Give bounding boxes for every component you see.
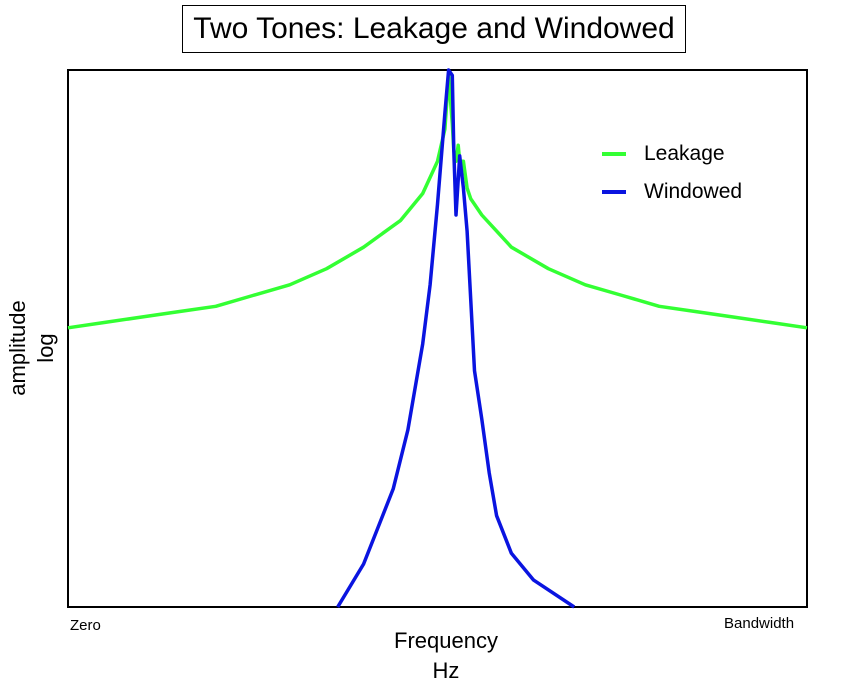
x-axis-label-line-1: Frequency <box>394 628 498 653</box>
legend-label-leakage: Leakage <box>644 142 725 165</box>
x-tick-label-bandwidth: Bandwidth <box>724 615 795 632</box>
series-line-windowed <box>336 68 576 609</box>
legend-swatch-leakage <box>602 152 626 156</box>
chart-title-text: Two Tones: Leakage and Windowed <box>193 12 675 45</box>
legend: Leakage Windowed <box>602 135 782 211</box>
chart-title: Two Tones: Leakage and Windowed <box>182 5 686 53</box>
x-tick-label-zero: Zero <box>70 617 101 634</box>
x-axis-label-line-2: Hz <box>432 658 460 683</box>
legend-item-windowed: Windowed <box>602 173 782 211</box>
series-layer <box>67 68 808 609</box>
y-axis-label-line-2: log <box>33 333 58 363</box>
legend-swatch-windowed <box>602 190 626 194</box>
plot-area-frame <box>67 69 808 608</box>
legend-item-leakage: Leakage <box>602 135 782 173</box>
y-axis-label-line-1: amplitude <box>5 300 30 396</box>
series-line-leakage <box>67 73 808 330</box>
x-axis-label: Frequency Hz <box>346 626 546 686</box>
legend-label-windowed: Windowed <box>644 180 743 203</box>
